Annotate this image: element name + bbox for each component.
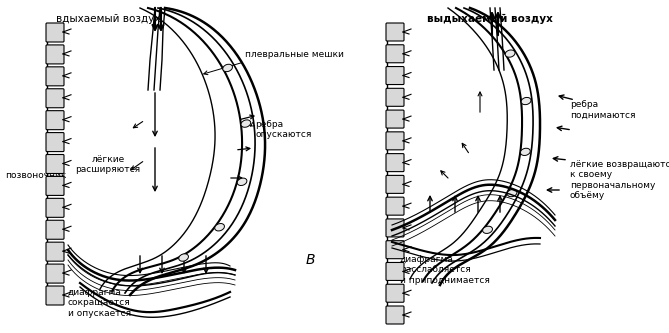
FancyBboxPatch shape	[386, 284, 404, 302]
FancyBboxPatch shape	[386, 306, 404, 324]
FancyBboxPatch shape	[386, 88, 404, 106]
FancyBboxPatch shape	[46, 89, 64, 108]
FancyBboxPatch shape	[386, 67, 404, 85]
FancyBboxPatch shape	[386, 241, 404, 259]
FancyBboxPatch shape	[46, 264, 64, 283]
FancyBboxPatch shape	[46, 286, 64, 305]
FancyBboxPatch shape	[386, 154, 404, 171]
Ellipse shape	[521, 98, 531, 105]
FancyBboxPatch shape	[386, 262, 404, 280]
FancyBboxPatch shape	[386, 175, 404, 193]
Text: ребра
опускаются: ребра опускаются	[255, 120, 311, 140]
Ellipse shape	[505, 50, 515, 57]
FancyBboxPatch shape	[46, 176, 64, 195]
FancyBboxPatch shape	[386, 23, 404, 41]
FancyBboxPatch shape	[386, 45, 404, 63]
FancyBboxPatch shape	[386, 132, 404, 150]
FancyBboxPatch shape	[46, 220, 64, 239]
Ellipse shape	[520, 148, 531, 156]
Ellipse shape	[237, 178, 247, 185]
FancyBboxPatch shape	[46, 45, 64, 64]
FancyBboxPatch shape	[46, 23, 64, 42]
FancyBboxPatch shape	[46, 242, 64, 261]
FancyBboxPatch shape	[46, 155, 64, 173]
Ellipse shape	[482, 226, 492, 233]
Text: выдыхаемый воздух: выдыхаемый воздух	[427, 14, 553, 24]
Text: диафрагма
расслабляется
и приподнимается: диафрагма расслабляется и приподнимается	[400, 255, 490, 285]
Text: вдыхаемый воздух: вдыхаемый воздух	[56, 14, 160, 24]
FancyBboxPatch shape	[46, 133, 64, 152]
Text: ребра
поднимаются: ребра поднимаются	[570, 100, 636, 120]
Text: диафрагма
сокращается
и опускается: диафрагма сокращается и опускается	[68, 288, 131, 318]
Text: В: В	[305, 253, 314, 267]
Ellipse shape	[215, 223, 224, 231]
Text: позвоночник: позвоночник	[5, 170, 66, 179]
Ellipse shape	[223, 64, 232, 72]
FancyBboxPatch shape	[386, 219, 404, 237]
Text: лёгкие возвращаются
к своему
первоначальному
объёму: лёгкие возвращаются к своему первоначаль…	[570, 160, 669, 200]
FancyBboxPatch shape	[386, 197, 404, 215]
Ellipse shape	[241, 120, 251, 127]
FancyBboxPatch shape	[46, 198, 64, 217]
FancyBboxPatch shape	[46, 111, 64, 130]
FancyBboxPatch shape	[46, 67, 64, 86]
FancyBboxPatch shape	[386, 110, 404, 128]
Text: лёгкие
расширяются: лёгкие расширяются	[76, 155, 140, 174]
Text: плевральные мешки: плевральные мешки	[245, 50, 344, 59]
Ellipse shape	[179, 254, 189, 261]
Ellipse shape	[507, 189, 517, 197]
